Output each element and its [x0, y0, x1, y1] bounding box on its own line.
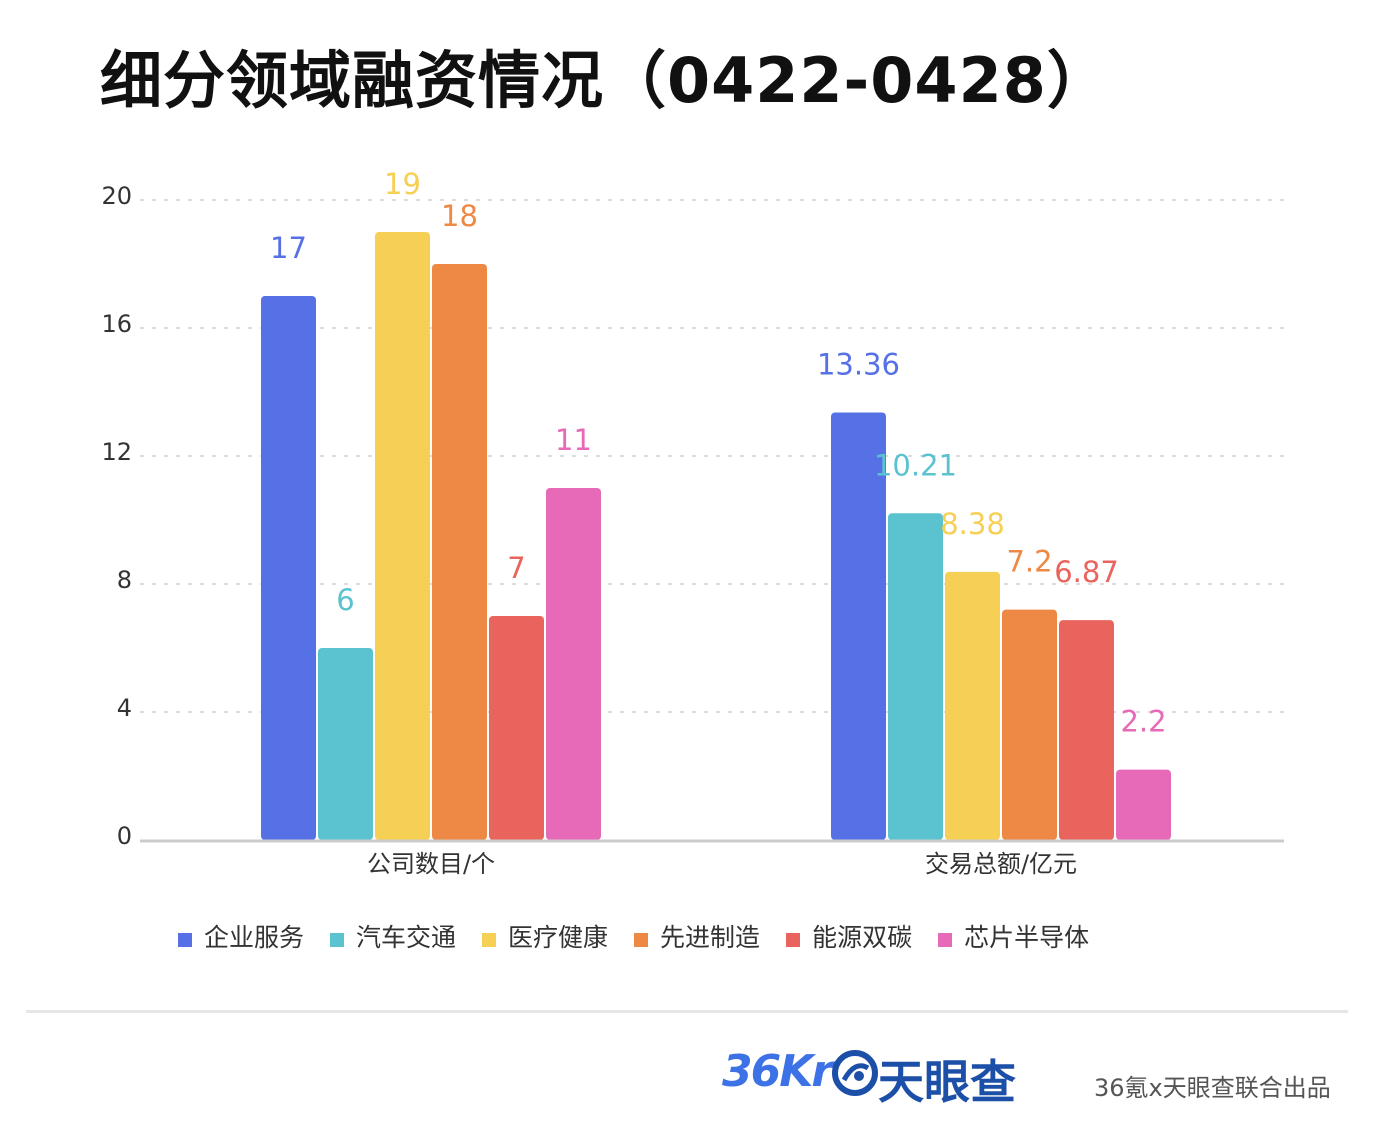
bar	[1116, 769, 1171, 840]
legend-label: 企业服务	[204, 923, 305, 952]
x-category-label: 公司数目/个	[367, 850, 495, 878]
legend-item: 医疗健康	[482, 918, 608, 954]
bar	[831, 412, 886, 840]
data-label: 17	[270, 231, 307, 265]
footer-divider	[26, 1010, 1348, 1013]
legend-swatch	[786, 933, 801, 947]
legend-swatch	[482, 933, 497, 947]
legend-item: 能源双碳	[786, 918, 912, 954]
bar	[546, 488, 601, 840]
brand-tianyancha: 天眼查	[878, 1055, 1016, 1109]
data-labels: 17 6 19 18 7 11 13.36 10.21 8.387.2 6.87 2.2	[270, 167, 1167, 739]
legend-label: 芯片半导体	[964, 923, 1090, 952]
legend-item: 汽车交通	[330, 918, 456, 954]
y-tick-label: 0	[117, 822, 132, 850]
data-label: 13.36	[817, 347, 900, 381]
data-label: 6	[336, 583, 354, 617]
bar-chart: 17 6 19 18 7 11 13.36 10.21 8.387.2 6.87 2.2 0 4 8 12…	[101, 167, 1284, 878]
bar	[318, 648, 373, 840]
legend-label: 能源双碳	[812, 923, 913, 952]
data-label: 10.21	[874, 448, 957, 482]
legend-swatch	[330, 933, 345, 947]
bar	[432, 264, 487, 840]
y-tick-label: 4	[117, 694, 132, 722]
bar	[261, 296, 316, 840]
legend-label: 医疗健康	[508, 923, 609, 952]
legend-swatch	[938, 933, 953, 947]
data-label: 2.2	[1120, 705, 1166, 739]
data-label: 19	[384, 167, 421, 201]
bar	[945, 571, 1000, 840]
brand-36kr-logo: 36Kr	[722, 1046, 833, 1097]
legend-label: 先进制造	[660, 923, 761, 952]
footer-credit: 36氪x天眼查联合出品	[1094, 1074, 1331, 1102]
y-tick-label: 20	[101, 182, 132, 210]
legend: 企业服务 汽车交通 医疗健康 先进制造 能源双碳 芯片半导体	[178, 918, 1089, 954]
x-category-label: 交易总额/亿元	[925, 850, 1077, 878]
chart-title: 细分领域融资情况（0422-0428）	[100, 44, 1110, 117]
legend-item: 芯片半导体	[938, 918, 1089, 954]
data-label: 6.87	[1054, 555, 1119, 589]
y-tick-label: 12	[101, 438, 132, 466]
bars	[261, 232, 1171, 840]
bar	[1002, 609, 1057, 840]
legend-item: 先进制造	[634, 918, 760, 954]
data-label: 7	[507, 551, 525, 585]
y-tick-label: 16	[101, 310, 132, 338]
legend-swatch	[634, 933, 649, 947]
bar	[375, 232, 430, 840]
bar	[489, 616, 544, 840]
legend-label: 汽车交通	[356, 923, 457, 952]
bar	[1059, 620, 1114, 840]
axes: 0 4 8 12 16 20 公司数目/个 交易总额/亿元	[101, 182, 1284, 878]
legend-swatch	[178, 933, 192, 947]
y-tick-label: 8	[117, 566, 132, 594]
tianyancha-logo-icon	[832, 1050, 878, 1096]
data-label: 8.38	[940, 507, 1005, 541]
data-label: 11	[555, 423, 592, 457]
data-label: 18	[441, 199, 478, 233]
legend-item: 企业服务	[178, 918, 304, 954]
bar	[888, 513, 943, 840]
data-label: 7.2	[1006, 545, 1052, 579]
